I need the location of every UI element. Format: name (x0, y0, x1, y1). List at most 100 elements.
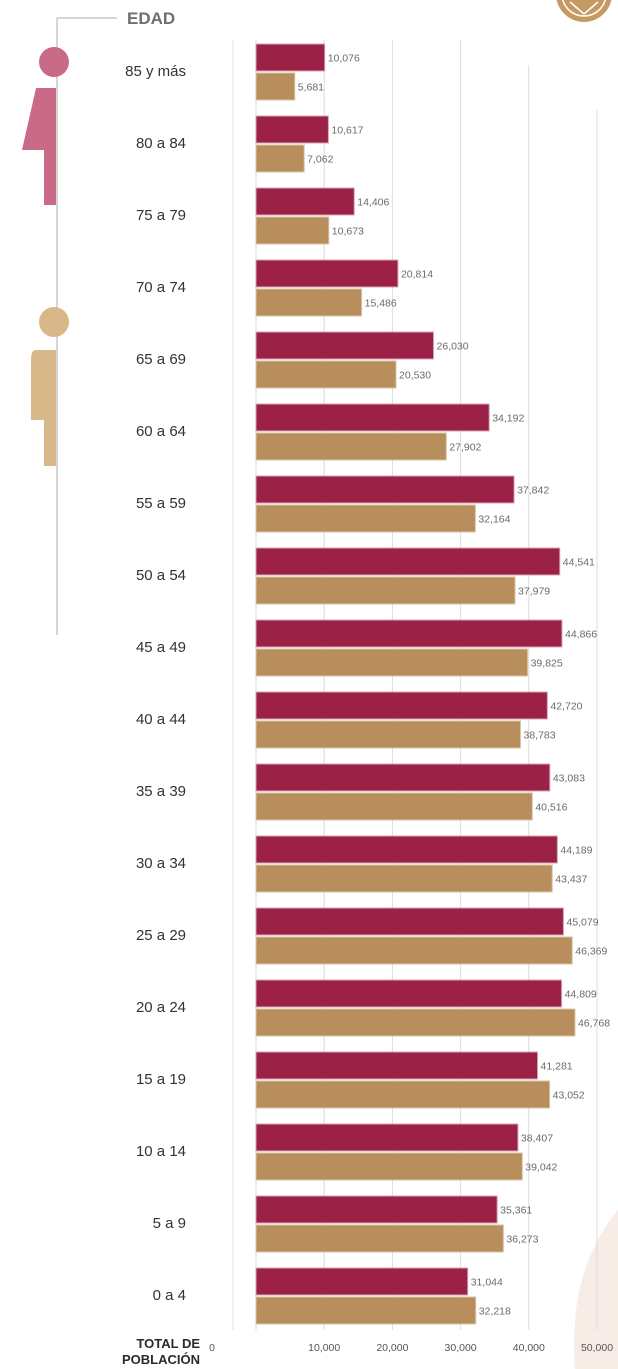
bar-value-label: 20,530 (399, 370, 431, 382)
age-group-label: 10 a 14 (136, 1143, 186, 1160)
bar-series-1 (255, 619, 563, 648)
bar-value-label: 37,979 (518, 586, 550, 598)
x-tick-label: 10,000 (308, 1342, 340, 1354)
bar-series-2 (255, 1080, 551, 1109)
bar-value-label: 40,516 (535, 802, 567, 814)
bar-value-label: 43,437 (555, 874, 587, 886)
bar-value-label: 45,079 (566, 917, 598, 929)
bar-series-2 (255, 1296, 477, 1325)
bar-series-1 (255, 979, 563, 1008)
bar-value-label: 44,809 (565, 989, 597, 1001)
bar-value-label: 31,044 (471, 1277, 503, 1289)
bar-value-label: 14,406 (357, 197, 389, 209)
bar-series-2 (255, 1152, 523, 1181)
x-tick-label: 0 (209, 1342, 215, 1354)
bar-series-1 (255, 547, 561, 576)
bar-value-label: 36,273 (506, 1234, 538, 1246)
bar-value-label: 38,407 (521, 1133, 553, 1145)
label-layer: 0 10,000 20,000 30,000 40,000 50,000 85 y más 1… (125, 53, 613, 1355)
bar-value-label: 41,281 (541, 1061, 573, 1073)
bar-series-1 (255, 43, 326, 72)
bar-value-label: 44,541 (563, 557, 595, 569)
bar-series-1 (255, 475, 515, 504)
bar-value-label: 32,218 (479, 1306, 511, 1318)
bar-value-label: 20,814 (401, 269, 433, 281)
bar-value-label: 43,083 (553, 773, 585, 785)
bar-series-1 (255, 835, 558, 864)
age-group-label: 75 a 79 (136, 207, 186, 224)
background-decoration (574, 1210, 618, 1369)
bar-series-1 (255, 259, 399, 288)
bar-value-label: 26,030 (437, 341, 469, 353)
age-group-label: 20 a 24 (136, 999, 186, 1016)
age-group-label: 80 a 84 (136, 135, 186, 152)
age-group-label: 35 a 39 (136, 783, 186, 800)
bar-series-2 (255, 648, 529, 677)
age-group-label: 45 a 49 (136, 639, 186, 656)
bar-layer (255, 43, 576, 1325)
age-group-label: 85 y más (125, 63, 186, 80)
bar-series-2 (255, 1224, 504, 1253)
bar-value-label: 38,783 (524, 730, 556, 742)
bar-value-label: 10,673 (332, 226, 364, 238)
bar-series-1 (255, 691, 548, 720)
bar-value-label: 39,825 (531, 658, 563, 670)
bar-series-1 (255, 331, 435, 360)
bar-value-label: 37,842 (517, 485, 549, 497)
bar-series-2 (255, 504, 476, 533)
edad-label: EDAD (127, 9, 175, 28)
bar-value-label: 15,486 (365, 298, 397, 310)
bar-series-1 (255, 187, 355, 216)
age-group-label: 0 a 4 (153, 1287, 186, 1304)
age-group-label: 25 a 29 (136, 927, 186, 944)
bar-value-label: 35,361 (500, 1205, 532, 1217)
bar-value-label: 42,720 (550, 701, 582, 713)
bar-value-label: 10,617 (331, 125, 363, 137)
bar-value-label: 39,042 (525, 1162, 557, 1174)
bar-value-label: 44,189 (560, 845, 592, 857)
age-group-label: 40 a 44 (136, 711, 186, 728)
bar-series-1 (255, 403, 490, 432)
bar-series-2 (255, 432, 447, 461)
bar-series-2 (255, 1008, 576, 1037)
bar-value-label: 43,052 (553, 1090, 585, 1102)
age-group-label: 50 a 54 (136, 567, 186, 584)
bar-value-label: 32,164 (478, 514, 510, 526)
bar-value-label: 7,062 (307, 154, 333, 166)
female-figure-icon (22, 47, 69, 205)
x-tick-label: 20,000 (376, 1342, 408, 1354)
axis-title-line-1: TOTAL DE (136, 1336, 200, 1351)
bar-series-1 (255, 1195, 498, 1224)
bar-series-2 (255, 792, 533, 821)
bar-value-label: 10,076 (328, 53, 360, 65)
bar-series-2 (255, 216, 330, 245)
age-group-label: 65 a 69 (136, 351, 186, 368)
bar-series-2 (255, 576, 516, 605)
age-group-label: 30 a 34 (136, 855, 186, 872)
bar-value-label: 5,681 (298, 82, 324, 94)
bar-series-2 (255, 72, 296, 101)
x-tick-label: 40,000 (513, 1342, 545, 1354)
age-group-label: 60 a 64 (136, 423, 186, 440)
age-group-label: 5 a 9 (153, 1215, 186, 1232)
bar-value-label: 46,369 (575, 946, 607, 958)
x-tick-label: 50,000 (581, 1342, 613, 1354)
bar-series-1 (255, 907, 564, 936)
bar-series-2 (255, 144, 305, 173)
bar-series-1 (255, 115, 329, 144)
axis-title-line-2: POBLACIÓN (122, 1352, 200, 1367)
age-group-label: 55 a 59 (136, 495, 186, 512)
x-tick-label: 30,000 (445, 1342, 477, 1354)
bar-series-1 (255, 1267, 469, 1296)
bar-series-2 (255, 720, 522, 749)
bar-series-1 (255, 1051, 539, 1080)
bar-value-label: 34,192 (492, 413, 524, 425)
bar-series-2 (255, 288, 363, 317)
bar-series-1 (255, 763, 551, 792)
bar-series-2 (255, 864, 553, 893)
male-figure-icon (31, 307, 69, 466)
bar-value-label: 27,902 (449, 442, 481, 454)
age-group-label: 15 a 19 (136, 1071, 186, 1088)
logo-icon (556, 0, 612, 22)
